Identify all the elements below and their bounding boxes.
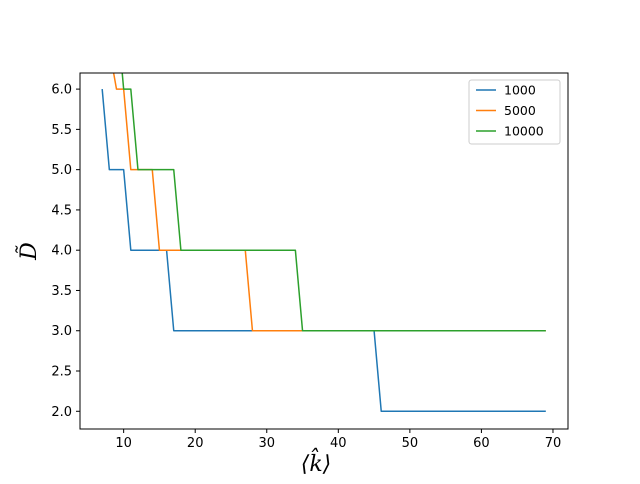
y-tick-label: 3.0 xyxy=(51,324,72,339)
y-tick-label: 5.5 xyxy=(51,123,72,138)
x-tick-label: 40 xyxy=(330,436,347,451)
y-tick-label: 2.0 xyxy=(51,405,72,420)
legend-label-1000: 1000 xyxy=(504,83,536,98)
plot-frame xyxy=(79,72,569,430)
x-tick-label: 60 xyxy=(473,436,490,451)
y-tick-label: 3.5 xyxy=(51,284,72,299)
x-tick-label: 20 xyxy=(187,436,204,451)
x-axis: 10 20 30 40 50 60 70 xyxy=(115,429,561,451)
legend-box xyxy=(468,79,561,145)
series-line-10000 xyxy=(121,73,546,332)
x-tick-label: 30 xyxy=(258,436,275,451)
y-tick-label: 2.5 xyxy=(51,365,72,380)
y-tick-label: 4.0 xyxy=(51,244,72,259)
y-tick-label: 5.0 xyxy=(51,163,72,178)
y-axis-label: D̃ xyxy=(16,242,42,261)
x-tick-label: 70 xyxy=(545,436,562,451)
y-axis: 2.0 2.5 3.0 3.5 4.0 4.5 5.0 5.5 6.0 xyxy=(51,83,80,420)
legend-label-5000: 5000 xyxy=(504,103,536,118)
x-tick-label: 10 xyxy=(115,436,132,451)
legend: 1000 5000 10000 xyxy=(468,79,561,145)
x-axis-label: ⟨k̂⟩ xyxy=(301,448,332,477)
y-tick-label: 6.0 xyxy=(51,83,72,98)
y-tick-label: 4.5 xyxy=(51,203,72,218)
x-tick-label: 50 xyxy=(402,436,419,451)
legend-label-10000: 10000 xyxy=(504,124,544,139)
series-layer xyxy=(101,73,546,413)
